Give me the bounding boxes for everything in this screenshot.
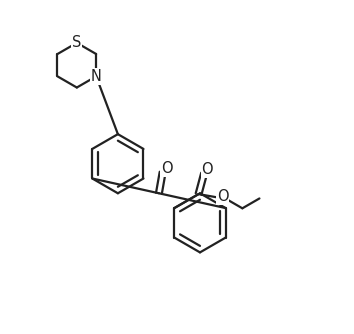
Text: O: O [201, 162, 213, 177]
Text: O: O [161, 161, 172, 176]
Text: S: S [72, 35, 81, 50]
Text: O: O [217, 189, 228, 204]
Text: N: N [91, 69, 102, 84]
